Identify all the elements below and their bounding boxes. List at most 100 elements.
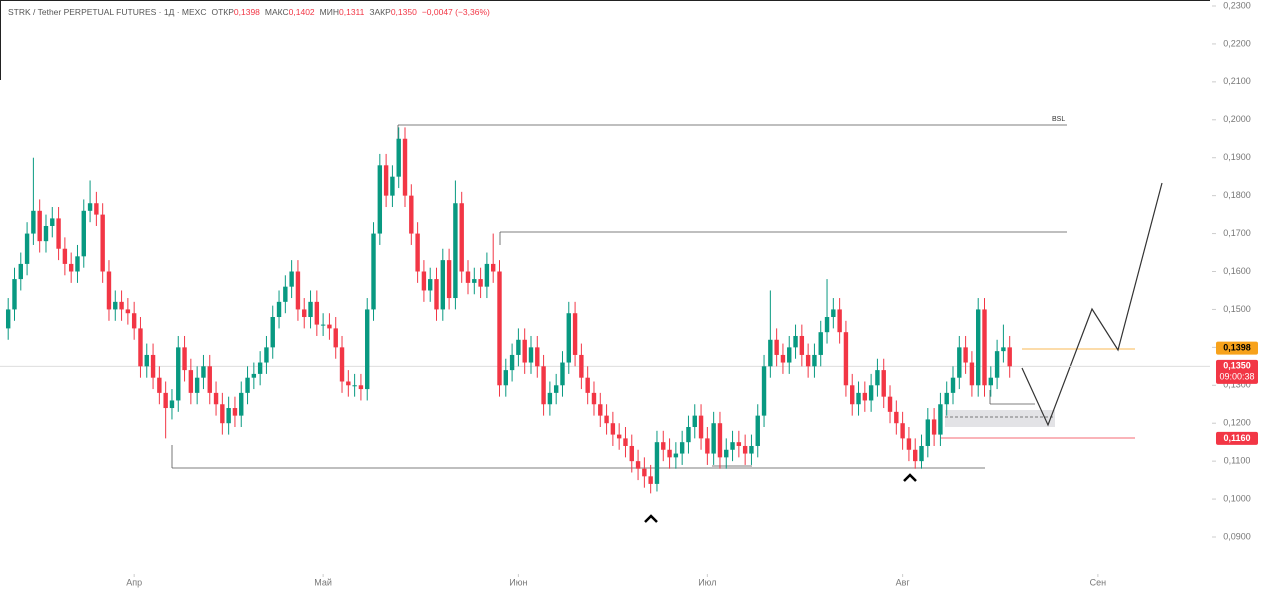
x-tick-label: Сен bbox=[1090, 577, 1107, 587]
candle-body bbox=[994, 351, 1000, 378]
y-tick-label: 0,1000 bbox=[1223, 493, 1251, 503]
candle-body bbox=[793, 335, 798, 348]
x-tick-label: Июл bbox=[698, 577, 716, 587]
candle-body bbox=[390, 176, 395, 196]
candle-body bbox=[125, 309, 131, 314]
candle-body bbox=[201, 366, 206, 378]
candle-body bbox=[50, 218, 55, 226]
candle-body bbox=[365, 309, 370, 390]
candle-body bbox=[805, 354, 811, 367]
candle-body bbox=[37, 210, 42, 242]
candle-body bbox=[516, 339, 521, 355]
candle-body bbox=[541, 366, 546, 405]
candle-body bbox=[207, 366, 212, 393]
candle-body bbox=[182, 347, 187, 371]
candle-body bbox=[610, 423, 616, 435]
candle-body bbox=[881, 370, 886, 397]
candle-body bbox=[673, 453, 679, 458]
candle-body bbox=[503, 370, 508, 386]
price-badge-label: 0,1350 bbox=[1223, 361, 1251, 371]
candle-body bbox=[87, 203, 93, 211]
candle-body bbox=[270, 317, 275, 348]
y-tick-label: 0,1200 bbox=[1223, 418, 1251, 428]
candle-body bbox=[163, 392, 168, 409]
candle-body bbox=[831, 309, 836, 318]
candle-body bbox=[138, 328, 143, 367]
header-part: 0,1350 bbox=[391, 7, 417, 17]
y-tick-label: 0,2000 bbox=[1223, 114, 1251, 124]
candle-body bbox=[585, 377, 590, 393]
y-tick-label: 0,1700 bbox=[1223, 228, 1251, 238]
candle-body bbox=[906, 438, 912, 450]
candle-body bbox=[308, 301, 313, 318]
header-part: МИН bbox=[320, 7, 339, 17]
candle-body bbox=[428, 279, 433, 291]
candle-body bbox=[648, 476, 653, 484]
candle-body bbox=[635, 461, 641, 469]
candle-body bbox=[850, 385, 855, 405]
candle-body bbox=[591, 392, 597, 405]
candle-body bbox=[560, 362, 565, 386]
candle-body bbox=[509, 354, 515, 371]
candle-body bbox=[692, 415, 697, 428]
y-tick-label: 0,1900 bbox=[1223, 152, 1251, 162]
header-part: 0,1398 bbox=[234, 7, 260, 17]
candle-body bbox=[711, 423, 716, 454]
candle-body bbox=[465, 271, 471, 283]
candle-body bbox=[62, 248, 68, 264]
candle-body bbox=[232, 408, 238, 416]
header: STRK / Tether PERPETUAL FUTURES · 1Д · M… bbox=[8, 7, 490, 17]
candle-body bbox=[157, 377, 162, 393]
candle-body bbox=[371, 233, 376, 310]
candle-body bbox=[358, 385, 364, 390]
candle-body bbox=[755, 415, 760, 446]
candle-body bbox=[43, 225, 49, 242]
header-part: ОТКР bbox=[211, 7, 234, 17]
candle-body bbox=[314, 301, 320, 325]
candle-body bbox=[616, 434, 622, 439]
candle-body bbox=[346, 381, 351, 386]
candle-body bbox=[837, 309, 842, 333]
x-tick-label: Июн bbox=[509, 577, 527, 587]
candle-body bbox=[402, 138, 408, 196]
candle-body bbox=[100, 214, 105, 272]
candle-body bbox=[686, 427, 691, 443]
candle-body bbox=[698, 415, 704, 439]
candle-body bbox=[629, 445, 634, 462]
candle-body bbox=[661, 442, 666, 450]
candle-body bbox=[887, 396, 893, 412]
candle-body bbox=[528, 347, 534, 363]
y-tick-label: 0,2300 bbox=[1223, 0, 1251, 10]
candle-body bbox=[239, 392, 244, 416]
candle-body bbox=[194, 377, 200, 393]
candle-body bbox=[654, 442, 660, 484]
candle-body bbox=[598, 404, 603, 416]
candle-body bbox=[963, 347, 968, 363]
candle-body bbox=[843, 332, 849, 386]
candle-body bbox=[176, 347, 181, 401]
candle-body bbox=[667, 449, 672, 458]
candle-body bbox=[415, 233, 420, 272]
candle-body bbox=[982, 309, 987, 386]
header-part: 0,1311 bbox=[339, 7, 365, 17]
candle-body bbox=[705, 438, 710, 454]
candle-body bbox=[188, 370, 194, 393]
candle-body bbox=[409, 195, 414, 234]
candle-body bbox=[1001, 347, 1006, 352]
candle-body bbox=[490, 263, 496, 272]
candle-body bbox=[459, 203, 464, 272]
y-tick-label: 0,2100 bbox=[1223, 76, 1251, 86]
candle-body bbox=[295, 271, 301, 310]
candle-body bbox=[969, 362, 975, 386]
candle-body bbox=[579, 354, 584, 378]
candle-body bbox=[276, 301, 282, 318]
y-tick-label: 0,0900 bbox=[1223, 531, 1251, 541]
candle-body bbox=[24, 233, 30, 264]
price-badge bbox=[1216, 431, 1258, 445]
candle-body bbox=[94, 203, 99, 215]
candle-body bbox=[283, 286, 288, 302]
candle-body bbox=[453, 203, 458, 299]
candle-body bbox=[957, 347, 962, 378]
projection bbox=[1021, 182, 1163, 427]
